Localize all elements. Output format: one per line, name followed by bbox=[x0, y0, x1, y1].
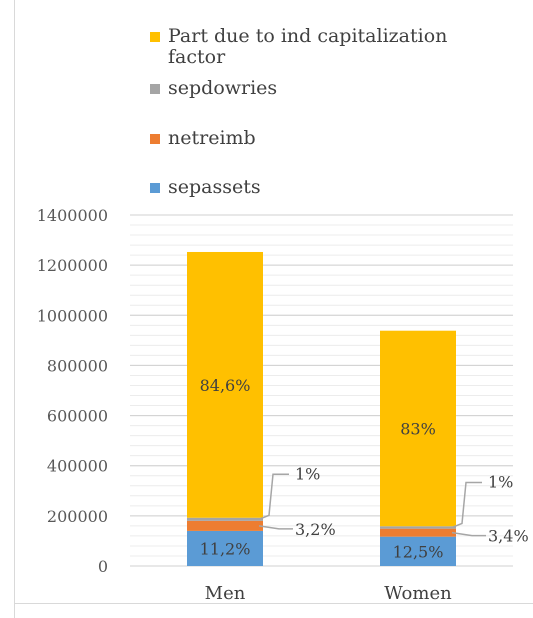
y-tick-label: 1000000 bbox=[37, 306, 108, 325]
frame-bottom-border bbox=[14, 603, 533, 604]
y-tick-label: 200000 bbox=[47, 507, 108, 526]
bar-segment-sepassets-women bbox=[380, 536, 456, 566]
bar-segment-part-due-to-ind-capitalization-factor-women bbox=[380, 330, 456, 527]
bar-segment-sepdowries-women bbox=[380, 526, 456, 529]
bar-segment-netreimb-men bbox=[187, 520, 263, 531]
legend-swatch-netreimb bbox=[150, 134, 160, 144]
bar-segment-sepassets-men bbox=[187, 530, 263, 566]
x-category-label-men: Men bbox=[205, 583, 246, 604]
bar-segment-sepdowries-men bbox=[187, 517, 263, 521]
y-tick-label: 1200000 bbox=[37, 256, 108, 275]
leader-line-netreimb-men bbox=[258, 525, 293, 530]
bar-segment-part-due-to-ind-capitalization-factor-men bbox=[187, 251, 263, 518]
legend-label-sepdowries: sepdowries bbox=[168, 77, 278, 99]
y-tick-label: 400000 bbox=[47, 457, 108, 476]
y-tick-label: 600000 bbox=[47, 407, 108, 426]
legend-item-part-due-to-ind-capitalization-factor: Part due to ind capitalization factor bbox=[150, 26, 468, 68]
legend-label-netreimb: netreimb bbox=[168, 127, 256, 149]
data-label-netreimb-men: 3,2% bbox=[295, 520, 336, 539]
data-label-capitalization-women: 83% bbox=[400, 419, 436, 438]
legend-swatch-sepdowries bbox=[150, 84, 160, 94]
legend-label-part-due: Part due to ind capitalization factor bbox=[168, 25, 448, 68]
legend-item-netreimb: netreimb bbox=[150, 128, 468, 149]
leader-line-sepdowries-women bbox=[451, 481, 482, 529]
y-tick-label: 1400000 bbox=[37, 206, 108, 225]
data-label-sepassets-women: 12,5% bbox=[393, 542, 444, 561]
x-category-label-women: Women bbox=[384, 583, 452, 604]
data-label-sepassets-men: 11,2% bbox=[200, 539, 251, 558]
legend-item-sepdowries: sepdowries bbox=[150, 78, 468, 99]
leader-line-netreimb-women bbox=[451, 531, 486, 537]
legend-item-sepassets: sepassets bbox=[150, 177, 468, 198]
data-label-sepdowries-women: 1% bbox=[488, 472, 513, 491]
data-label-sepdowries-men: 1% bbox=[295, 464, 320, 483]
leader-line-sepdowries-men bbox=[258, 473, 289, 521]
frame-left-border bbox=[14, 0, 15, 618]
data-label-capitalization-men: 84,6% bbox=[200, 376, 251, 395]
legend-label-sepassets: sepassets bbox=[168, 176, 261, 198]
legend-swatch-sepassets bbox=[150, 183, 160, 193]
legend-swatch-part-due bbox=[150, 32, 160, 42]
data-label-netreimb-women: 3,4% bbox=[488, 527, 529, 546]
bar-segment-netreimb-women bbox=[380, 528, 456, 537]
y-tick-label: 800000 bbox=[47, 356, 108, 375]
y-tick-label: 0 bbox=[98, 557, 108, 576]
